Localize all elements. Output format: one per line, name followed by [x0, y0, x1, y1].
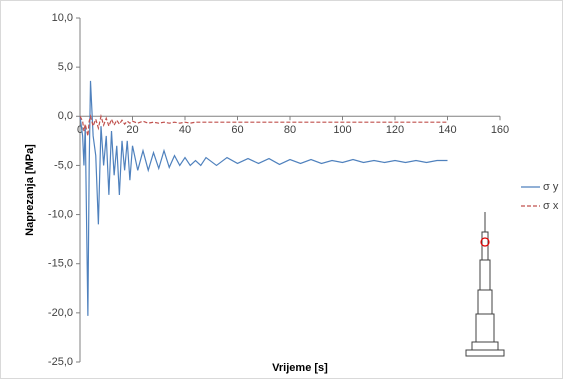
x-tick-label: 0: [77, 124, 83, 136]
x-tick-label: 40: [179, 124, 191, 136]
y-tick-label: -20,0: [48, 307, 73, 319]
x-tick-label: 160: [491, 124, 509, 136]
y-tick-label: 10,0: [52, 12, 73, 24]
series-line: [79, 80, 448, 316]
x-tick-label: 80: [284, 124, 296, 136]
y-tick-label: -15,0: [48, 258, 73, 270]
x-axis-title: Vrijeme [s]: [272, 362, 328, 374]
series-line: [79, 113, 448, 137]
x-tick-label: 100: [333, 124, 351, 136]
y-tick-label: 0,0: [58, 110, 73, 122]
x-tick-label: 120: [386, 124, 404, 136]
tower-icon: [465, 212, 505, 357]
x-tick-label: 140: [438, 124, 456, 136]
legend-label: σ y: [543, 181, 559, 193]
y-axis-title: Naprezanja [MPa]: [24, 144, 36, 236]
x-tick-label: 20: [126, 124, 138, 136]
x-tick-label: 60: [231, 124, 243, 136]
legend-label: σ x: [543, 200, 559, 212]
y-tick-label: -10,0: [48, 208, 73, 220]
y-tick-label: -5,0: [54, 159, 73, 171]
y-tick-label: 5,0: [58, 61, 73, 73]
y-tick-label: -25,0: [48, 356, 73, 368]
